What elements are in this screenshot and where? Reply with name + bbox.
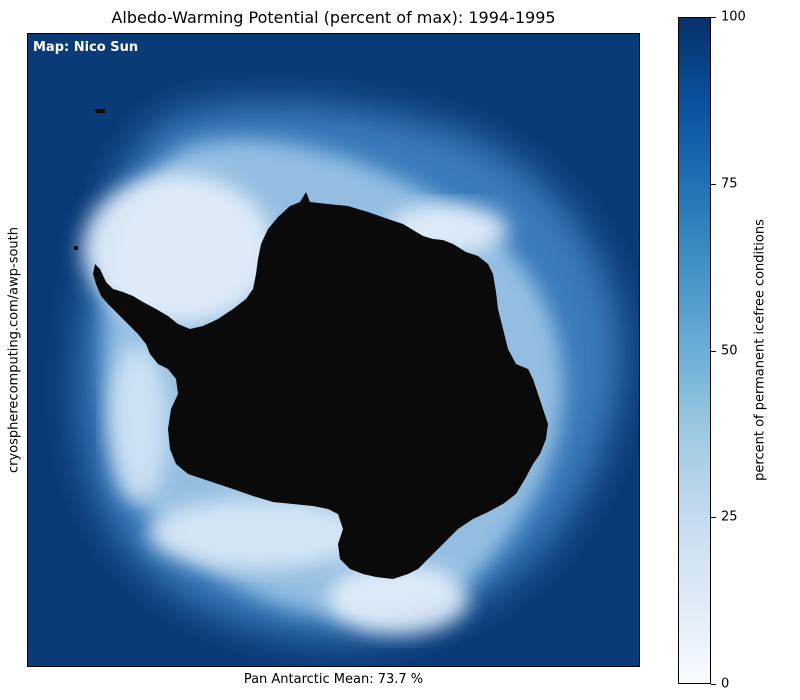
source-url-label: cryospherecomputing.com/awp-south xyxy=(6,226,22,474)
colorbar-tick xyxy=(711,517,716,518)
sea-ice-weddell xyxy=(83,174,273,324)
pan-antarctic-mean: Pan Antarctic Mean: 73.7 % xyxy=(243,672,424,687)
colorbar-label: percent of permanent icefree conditions xyxy=(752,219,768,481)
colorbar-tick-label: 50 xyxy=(721,343,738,359)
colorbar-tick xyxy=(711,684,716,685)
sea-ice-south xyxy=(148,499,368,569)
sea-ice-ross xyxy=(328,564,468,634)
colorbar-tick-label: 0 xyxy=(721,676,730,692)
colorbar-tick-label: 75 xyxy=(721,176,738,192)
map-panel: Map: Nico Sun xyxy=(27,33,640,667)
colorbar-tick-label: 25 xyxy=(721,509,738,525)
antarctica-land xyxy=(93,192,548,579)
antarctic-map xyxy=(28,34,639,666)
island-peninsula xyxy=(74,246,78,250)
colorbar xyxy=(678,17,711,684)
colorbar-tick-label: 100 xyxy=(721,9,746,25)
sea-ice-west xyxy=(108,344,168,504)
map-title: Albedo-Warming Potential (percent of max… xyxy=(111,8,556,27)
island-north xyxy=(95,109,105,113)
colorbar-tick xyxy=(711,184,716,185)
colorbar-tick xyxy=(711,351,716,352)
map-credit: Map: Nico Sun xyxy=(33,40,139,55)
colorbar-tick xyxy=(711,17,716,18)
